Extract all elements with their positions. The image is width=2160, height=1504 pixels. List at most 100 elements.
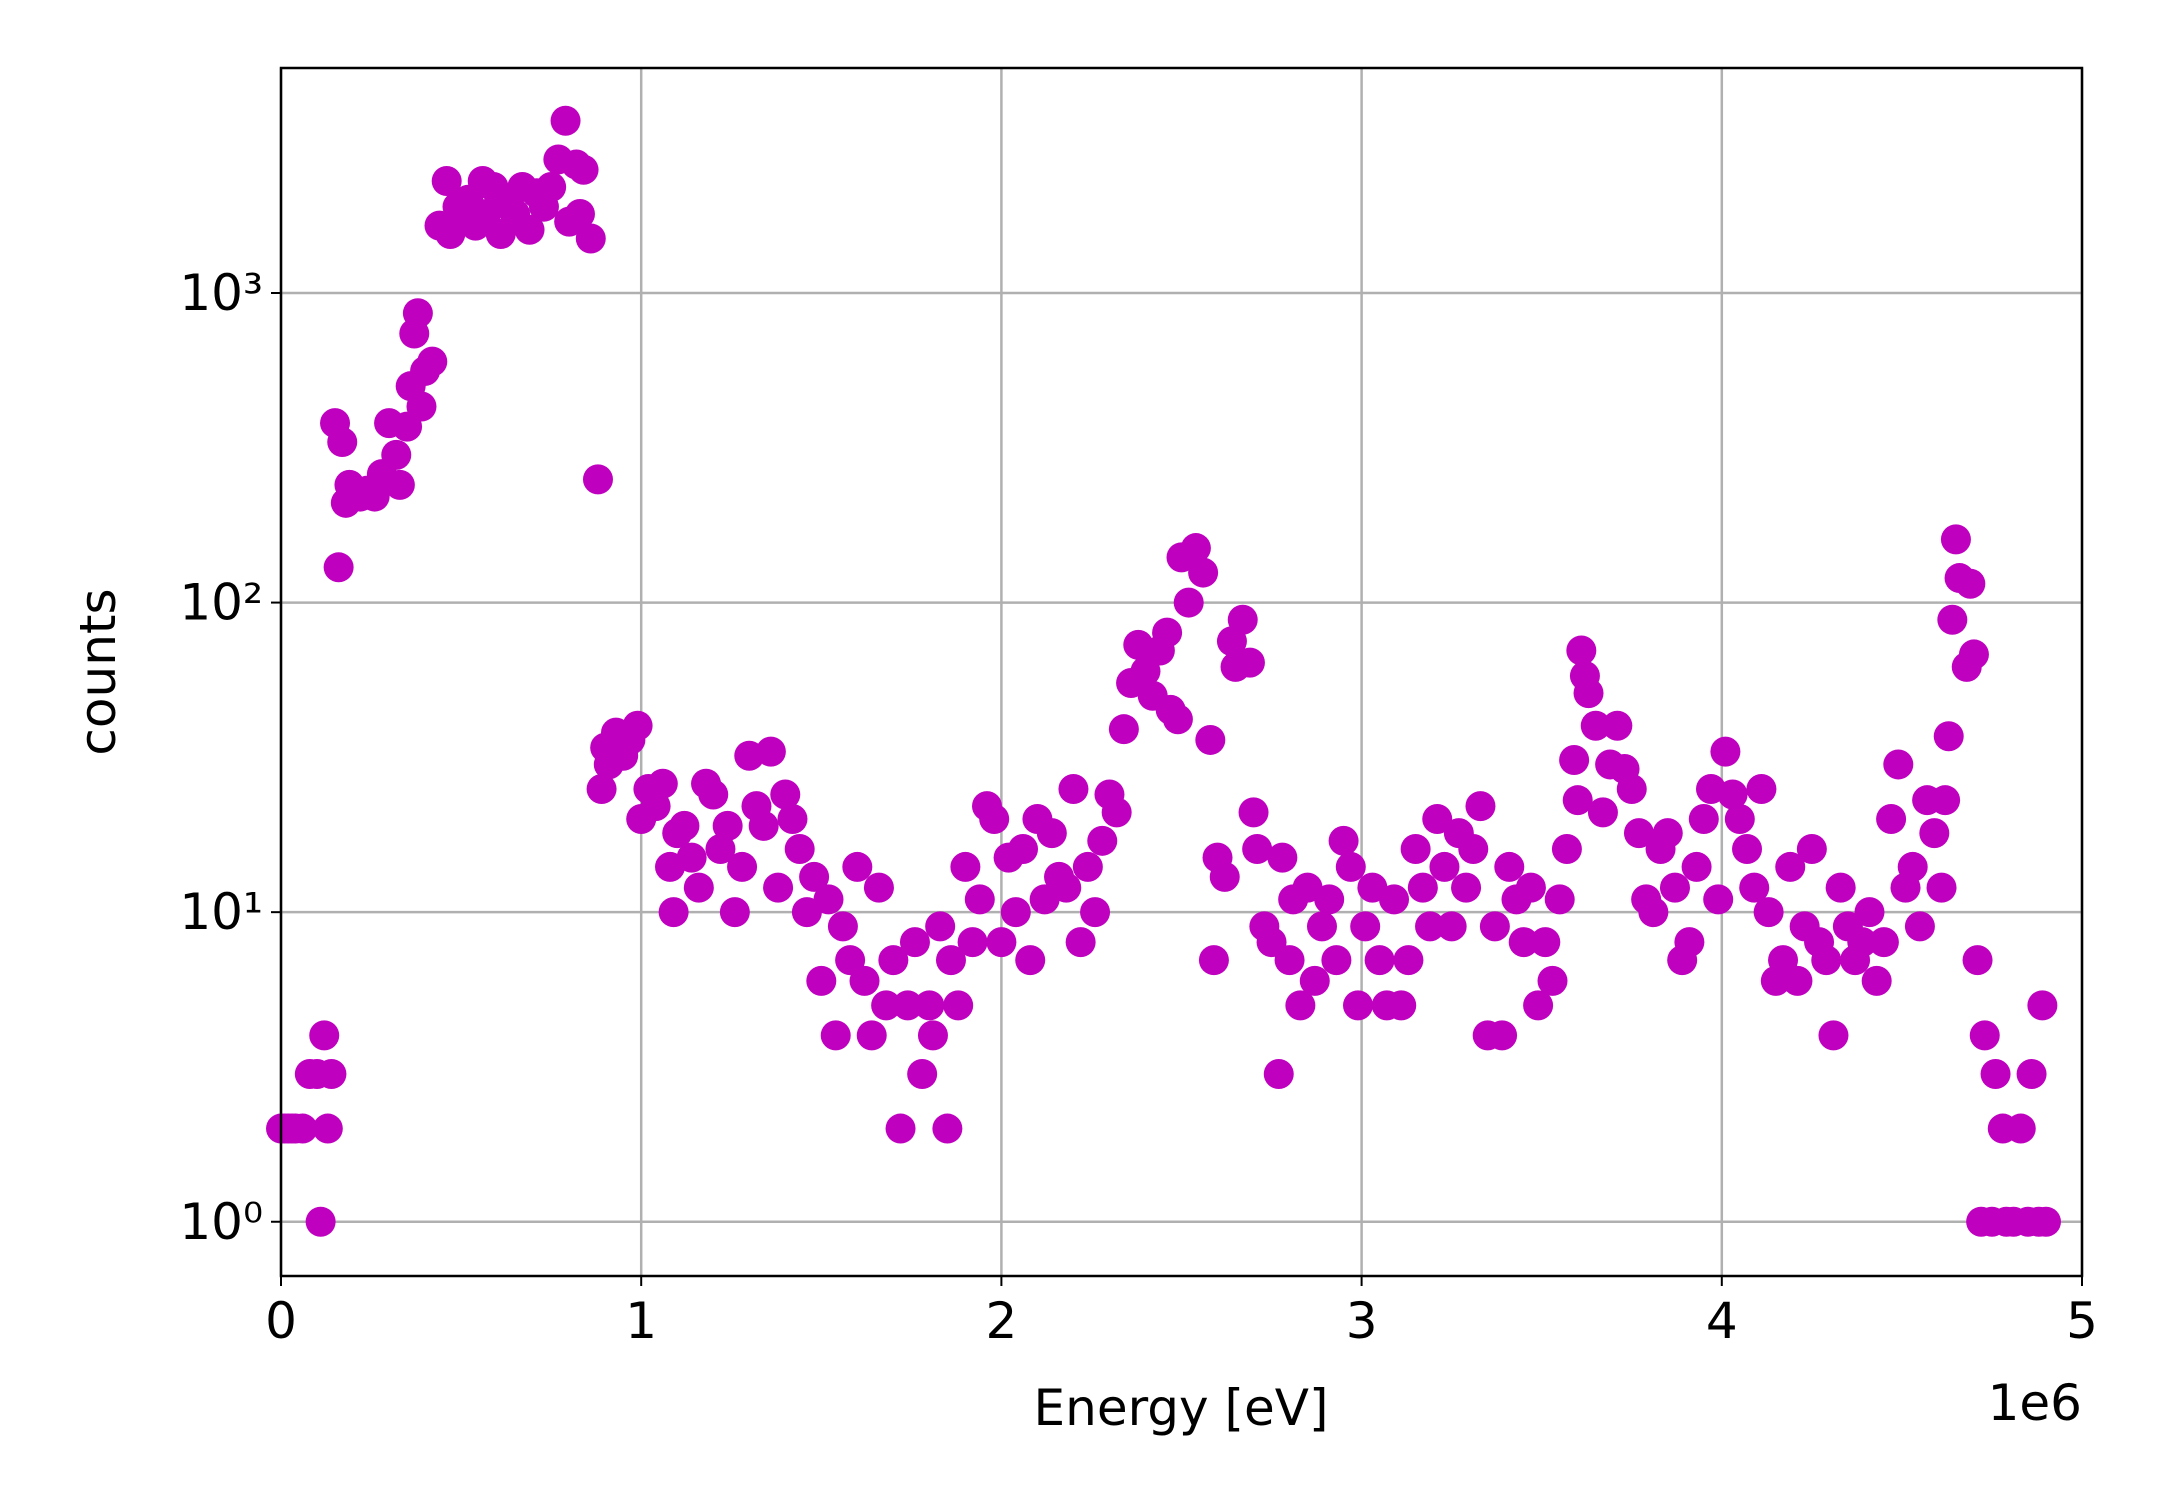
point [323,552,354,583]
point [327,427,358,458]
point [1407,872,1438,903]
x-tick-label: 5 [2066,1292,2098,1350]
point [1198,945,1229,976]
point [1379,884,1410,915]
point [1861,965,1892,996]
point [1940,524,1971,555]
point [1919,818,1950,849]
point [1897,851,1928,882]
point [1659,872,1690,903]
point [950,851,981,882]
point [1072,851,1103,882]
point [1602,710,1633,741]
point [1854,897,1885,928]
point [1227,604,1258,635]
point [1494,851,1525,882]
point [1422,803,1453,834]
point [647,768,678,799]
point [1335,851,1366,882]
point [1562,785,1593,816]
point [712,810,743,841]
point [1008,833,1039,864]
point [1101,797,1132,828]
point [1674,927,1705,958]
point [799,861,830,892]
point [402,298,433,329]
point [1058,773,1089,804]
point [1782,965,1813,996]
point [1930,785,1961,816]
point [1000,897,1031,928]
point [1580,710,1611,741]
point [1523,990,1554,1021]
point [1188,557,1219,588]
point [316,1059,347,1090]
point [863,872,894,903]
point [1162,704,1193,735]
point [568,154,599,185]
point [550,105,581,136]
y-tick-label: 10¹ [179,883,263,941]
point [1051,872,1082,903]
point [1847,927,1878,958]
point [1587,797,1618,828]
x-axis-label: Energy [eV] [1034,1379,1329,1437]
point [622,710,653,741]
point [1195,724,1226,755]
y-tick-label: 10⁰ [179,1193,263,1251]
point [1732,833,1763,864]
point [1883,749,1914,780]
point [669,810,700,841]
point [1508,927,1539,958]
point [1926,872,1957,903]
point [1314,884,1345,915]
point [1465,791,1496,822]
point [1238,797,1269,828]
point [1036,818,1067,849]
point [1393,945,1424,976]
point [943,990,974,1021]
y-tick-label: 10² [179,574,263,632]
point [784,833,815,864]
x-tick-label: 0 [265,1292,297,1350]
point [1299,965,1330,996]
point [1321,945,1352,976]
point [1234,647,1265,678]
point [1775,851,1806,882]
point [907,1059,938,1090]
point [957,927,988,958]
point [719,897,750,928]
point [1515,872,1546,903]
point [1267,842,1298,873]
point [1969,1020,2000,1051]
point [1688,803,1719,834]
point [1746,773,1777,804]
point [1573,678,1604,709]
point [1753,897,1784,928]
point [1904,911,1935,942]
point [582,464,613,495]
x-tick-label: 1 [625,1292,657,1350]
point [1415,911,1446,942]
point [1479,911,1510,942]
point [1544,884,1575,915]
point [1065,927,1096,958]
point [2016,1059,2047,1090]
point [586,773,617,804]
point [1274,945,1305,976]
point [917,1020,948,1051]
point [849,965,880,996]
point [536,171,567,202]
point [1263,1059,1294,1090]
point [1306,911,1337,942]
point [1638,897,1669,928]
point [748,810,779,841]
point [1739,872,1770,903]
x-tick-label: 2 [985,1292,1017,1350]
point [871,990,902,1021]
point [683,872,714,903]
point [1703,884,1734,915]
point [791,897,822,928]
point [820,1020,851,1051]
